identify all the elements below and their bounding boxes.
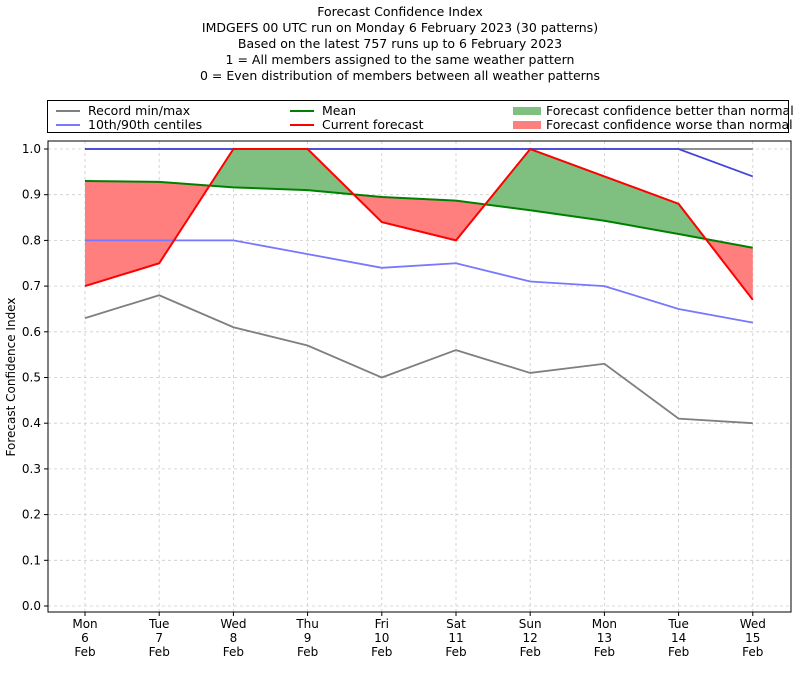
legend-swatch-better [513,106,541,115]
x-tick-label: Feb [668,645,689,659]
title-line-2: IMDGEFS 00 UTC run on Monday 6 February … [201,20,599,35]
y-tick-label: 0.2 [22,508,41,522]
x-tick-label: 10 [374,631,389,645]
legend-swatch-record [56,109,80,112]
legend-label-centiles: 10th/90th centiles [88,117,203,132]
legend-item-current: Current forecast [290,117,423,132]
legend-item-better: Forecast confidence better than normal [513,103,794,118]
x-tick-label: Feb [594,645,615,659]
chart-title: Forecast Confidence Index IMDGEFS 00 UTC… [0,4,800,84]
x-tick-label: Tue [667,617,689,631]
series-line-record-min [84,294,753,425]
x-tick-label: 6 [81,631,89,645]
legend: Record min/max 10th/90th centiles Mean C… [47,100,794,133]
x-tick-label: Wed [220,617,246,631]
plot-frame [47,140,792,613]
series-line-90th-centile [85,148,754,178]
x-tick-label: Feb [223,645,244,659]
legend-swatch-worse [513,120,541,129]
x-tick-label: 12 [523,631,538,645]
x-tick-label: Feb [149,645,170,659]
legend-swatch-current [290,123,314,126]
x-tick-label: Fri [375,617,389,631]
y-tick-label: 0.4 [22,416,41,430]
legend-item-centiles: 10th/90th centiles [56,117,202,132]
series-line-current-forecast [84,147,754,301]
y-tick-label: 0.7 [22,279,41,293]
x-tick-label: 7 [155,631,163,645]
x-tick-label: Feb [520,645,541,659]
legend-label-mean: Mean [322,103,357,118]
x-tick-label: 15 [745,631,760,645]
x-tick-label: Tue [148,617,170,631]
x-tick-label: Feb [742,645,763,659]
legend-swatch-mean [290,109,314,112]
title-line-4: 1 = All members assigned to the same wea… [225,52,575,67]
confidence-fills [85,149,753,300]
series-line-10th-centile [85,239,753,324]
title-line-3: Based on the latest 757 runs up to 6 Feb… [237,36,563,51]
fill-better-than-normal [485,149,706,240]
legend-label-worse: Forecast confidence worse than normal [546,117,793,132]
x-tick-label: Sun [519,617,542,631]
x-tick-label: Feb [297,645,318,659]
y-tick-label: 0.8 [22,233,41,247]
x-tick-label: Feb [371,645,392,659]
y-tick-label: 0.1 [22,553,41,567]
fill-better-than-normal [209,149,354,195]
x-tick-label: Feb [74,645,95,659]
y-tick-label: 0.0 [22,599,41,613]
legend-item-record: Record min/max [56,103,190,118]
x-tick-label: 14 [671,631,686,645]
y-tick-label: 1.0 [22,142,41,156]
y-tick-label: 0.3 [22,462,41,476]
x-tick-label: 11 [448,631,463,645]
x-tick-label: Wed [740,617,766,631]
x-tick-label: Mon [592,617,617,631]
y-tick-label: 0.6 [22,325,41,339]
legend-label-better: Forecast confidence better than normal [546,103,794,118]
x-tick-label: Sat [446,617,466,631]
legend-swatch-centiles [56,123,80,126]
x-tick-label: 8 [230,631,238,645]
grid [48,141,791,612]
series-lines [84,147,754,425]
x-tick-label: 9 [304,631,312,645]
title-line-1: Forecast Confidence Index [317,4,483,19]
legend-item-worse: Forecast confidence worse than normal [513,117,793,132]
series-line-mean [84,179,753,249]
y-tick-label: 0.5 [22,371,41,385]
x-axis-ticks: Mon6FebTue7FebWed8FebThu9FebFri10FebSat1… [72,612,766,659]
title-line-5: 0 = Even distribution of members between… [199,68,601,83]
x-tick-label: Feb [445,645,466,659]
legend-item-mean: Mean [290,103,356,118]
fill-worse-than-normal [353,194,486,241]
y-axis-ticks: 0.0 0.1 0.2 0.3 0.4 0.5 0.6 0.7 0.8 0.9 1.0 [22,142,48,613]
y-axis-label: Forecast Confidence Index [4,298,18,457]
x-tick-label: Mon [72,617,97,631]
x-tick-label: Thu [295,617,319,631]
legend-label-record: Record min/max [88,103,191,118]
x-tick-label: 13 [597,631,612,645]
y-tick-label: 0.9 [22,188,41,202]
legend-label-current: Current forecast [322,117,424,132]
fill-worse-than-normal [85,180,210,287]
